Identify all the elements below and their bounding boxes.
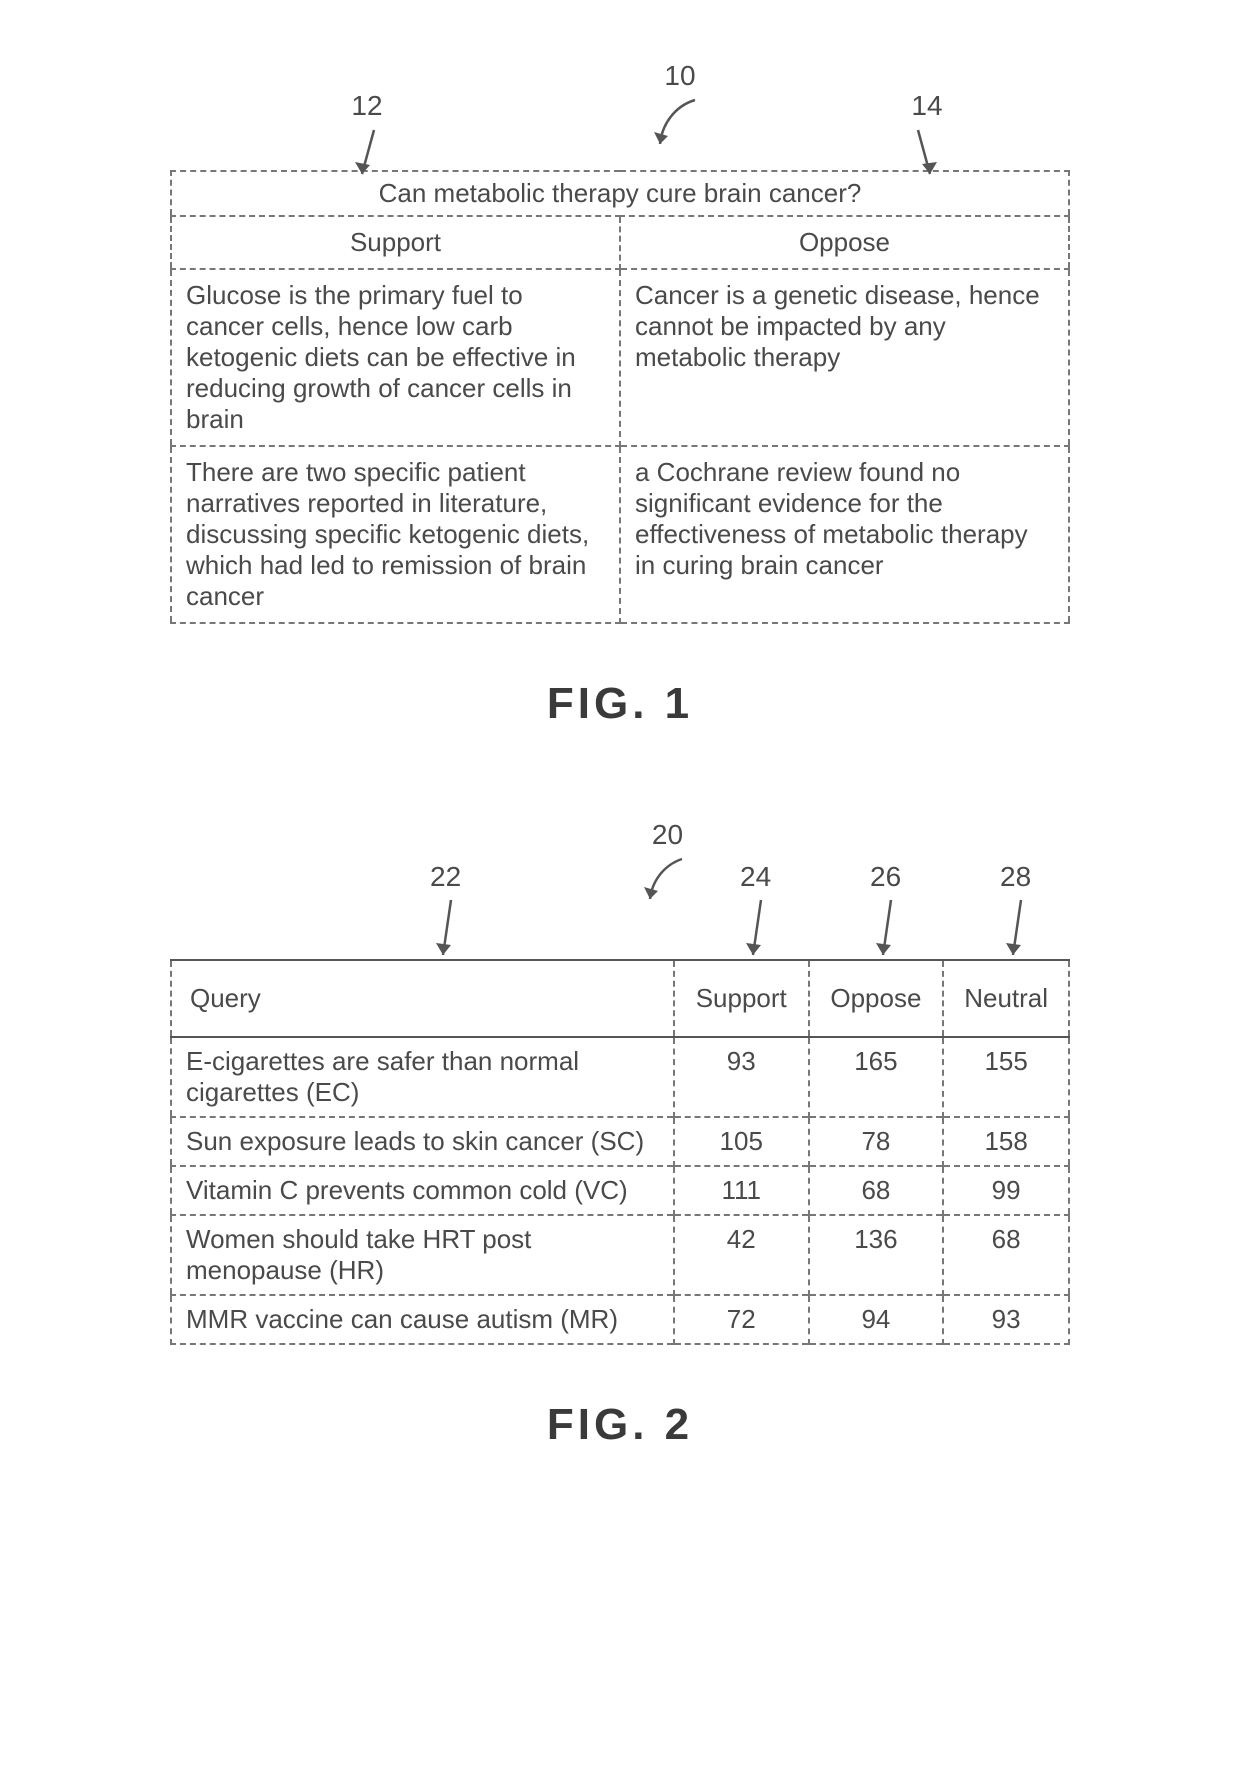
ref-28: 28 [1000,861,1031,965]
arrow-icon [431,895,461,965]
fig1-table: Can metabolic therapy cure brain cancer?… [170,170,1070,624]
ref-12: 12 [350,90,384,184]
table-row: Sun exposure leads to skin cancer (SC) 1… [171,1117,1069,1166]
ref-14-label: 14 [910,90,944,122]
ref-24: 24 [740,861,771,965]
table-row: Vitamin C prevents common cold (VC) 111 … [171,1166,1069,1215]
table-cell: 111 [674,1166,809,1215]
table-row: MMR vaccine can cause autism (MR) 72 94 … [171,1295,1069,1344]
ref-10-label: 10 [650,60,710,92]
table-cell: 42 [674,1215,809,1295]
ref-12-label: 12 [350,90,384,122]
table-row: E-cigarettes are safer than normal cigar… [171,1037,1069,1117]
table-cell: MMR vaccine can cause autism (MR) [171,1295,674,1344]
fig1-col-oppose: Oppose [620,216,1069,269]
table-row: Women should take HRT post menopause (HR… [171,1215,1069,1295]
table-cell: 165 [809,1037,944,1117]
figure-1: 10 12 14 Can metabolic therapy cure bra [170,60,1070,729]
fig2-col-support: Support [674,960,809,1037]
arrow-icon [910,124,944,184]
fig1-caption-text: FIG. 1 [547,679,693,728]
fig2-caption: FIG. 2 [170,1400,1070,1450]
arrow-icon [350,124,384,184]
fig1-col-support: Support [171,216,620,269]
arrow-icon [741,895,771,965]
table-cell: 72 [674,1295,809,1344]
table-cell: 93 [943,1295,1069,1344]
ref-26: 26 [870,861,901,965]
fig1-callouts: 10 12 14 [170,60,1070,170]
arrow-icon [871,895,901,965]
fig2-table: Query Support Oppose Neutral E-cigarette… [170,959,1070,1345]
table-cell: Cancer is a genetic disease, hence canno… [620,269,1069,446]
table-cell: 93 [674,1037,809,1117]
table-cell: Women should take HRT post menopause (HR… [171,1215,674,1295]
table-cell: Vitamin C prevents common cold (VC) [171,1166,674,1215]
table-cell: 94 [809,1295,944,1344]
fig2-callouts: 20 22 24 26 [170,819,1070,959]
ref-26-label: 26 [870,861,901,893]
fig2-col-neutral: Neutral [943,960,1069,1037]
table-cell: 99 [943,1166,1069,1215]
ref-24-label: 24 [740,861,771,893]
ref-20-label: 20 [640,819,695,851]
table-cell: Glucose is the primary fuel to cancer ce… [171,269,620,446]
table-cell: There are two specific patient narrative… [171,446,620,623]
ref-10: 10 [650,60,710,154]
table-cell: E-cigarettes are safer than normal cigar… [171,1037,674,1117]
ref-22-label: 22 [430,861,461,893]
arrow-icon [650,94,710,154]
table-cell: Sun exposure leads to skin cancer (SC) [171,1117,674,1166]
table-cell: 105 [674,1117,809,1166]
arrow-icon [640,853,695,908]
table-cell: 78 [809,1117,944,1166]
figure-2: 20 22 24 26 [170,819,1070,1450]
ref-28-label: 28 [1000,861,1031,893]
table-cell: 68 [943,1215,1069,1295]
fig1-caption: FIG. 1 [170,679,1070,729]
ref-22: 22 [430,861,461,965]
ref-20: 20 [640,819,695,908]
fig2-col-oppose: Oppose [809,960,944,1037]
ref-14: 14 [910,90,944,184]
arrow-icon [1001,895,1031,965]
table-cell: 136 [809,1215,944,1295]
table-cell: 158 [943,1117,1069,1166]
fig2-col-query: Query [171,960,674,1037]
fig2-caption-text: FIG. 2 [547,1400,693,1449]
table-cell: 68 [809,1166,944,1215]
table-cell: a Cochrane review found no significant e… [620,446,1069,623]
table-cell: 155 [943,1037,1069,1117]
